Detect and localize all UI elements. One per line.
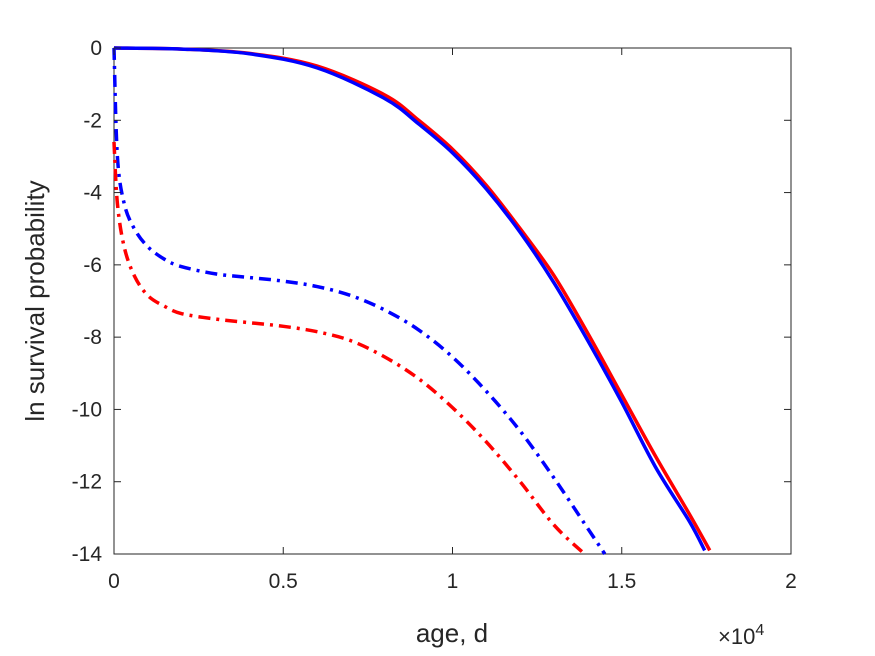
series-line-4 — [112, 141, 586, 556]
series-layer — [112, 46, 712, 556]
x-tick-label: 1 — [447, 570, 459, 593]
y-tick-label: -4 — [83, 182, 102, 205]
x-exponent-power: 4 — [755, 622, 764, 639]
x-exponent-label: ×104 — [718, 622, 764, 649]
y-tick-label: -14 — [72, 543, 103, 566]
plot-area — [113, 47, 792, 555]
x-tick-label: 0 — [108, 570, 120, 593]
tick-layer: 0 0.5 1 1.5 2 0 -2 -4 -6 -8 -10 -12 -14 — [72, 37, 797, 593]
y-tick-label: -10 — [72, 398, 102, 421]
y-tick-label: 0 — [90, 37, 102, 60]
x-axis-label: age, d — [416, 618, 488, 648]
series-line-2 — [113, 46, 707, 552]
y-tick-label: -6 — [83, 254, 102, 277]
x-tick-label: 0.5 — [269, 570, 298, 593]
y-tick-label: -12 — [72, 471, 102, 494]
series-line-3 — [112, 47, 607, 555]
y-tick-label: -2 — [83, 109, 102, 132]
x-tick-label: 1.5 — [607, 570, 636, 593]
x-tick-label: 2 — [785, 570, 797, 593]
y-axis-label: ln survival probability — [20, 180, 50, 421]
y-tick-label: -8 — [83, 326, 102, 349]
x-exponent-base: ×10 — [718, 624, 755, 649]
